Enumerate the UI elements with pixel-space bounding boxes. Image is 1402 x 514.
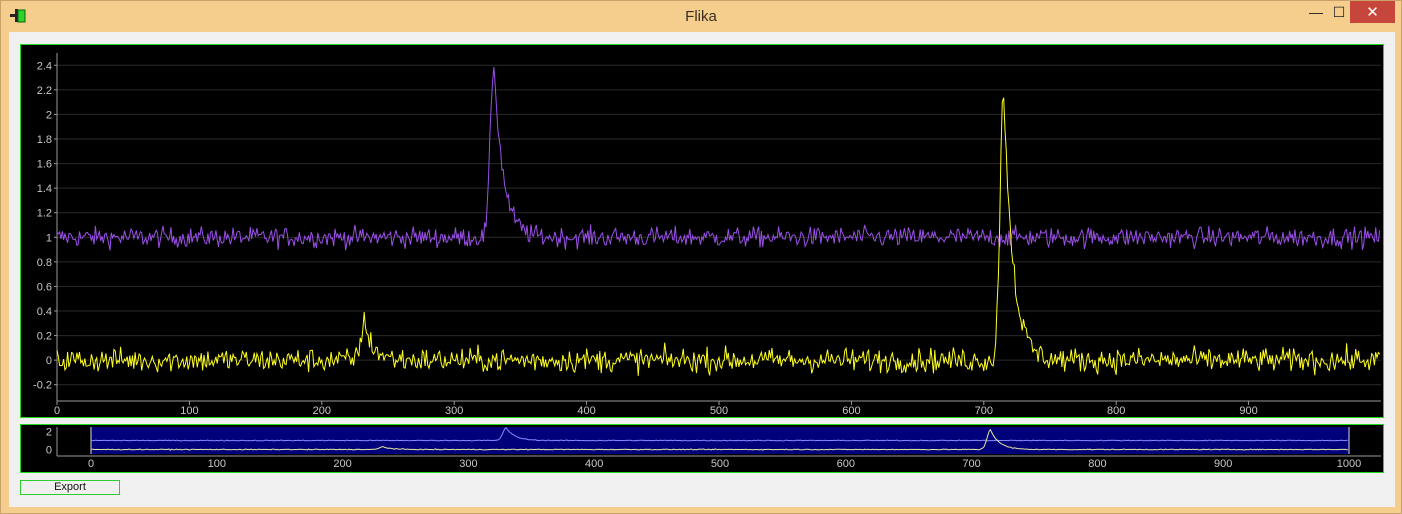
- close-button[interactable]: ✕: [1350, 1, 1395, 23]
- y-tick-label: 0.4: [37, 306, 52, 318]
- overview-x-tick-label: 300: [459, 458, 477, 470]
- overview-x-tick-label: 700: [962, 458, 980, 470]
- overview-trace-2: [91, 428, 1348, 451]
- y-tick-label: 1.4: [37, 183, 52, 195]
- overview-trace-1: [91, 426, 1348, 442]
- y-tick-label: 0.6: [37, 281, 52, 293]
- x-tick-label: 900: [1239, 405, 1257, 417]
- x-tick-label: 300: [445, 405, 463, 417]
- overview-x-tick-label: 500: [711, 458, 729, 470]
- window-title: Flika: [685, 8, 717, 25]
- trace-series-2: [56, 97, 1381, 376]
- minimize-button[interactable]: —: [1309, 4, 1323, 20]
- y-tick-label: 2.2: [37, 85, 52, 97]
- overview-x-tick-label: 400: [585, 458, 603, 470]
- x-tick-label: 800: [1107, 405, 1125, 417]
- y-tick-label: 1.2: [37, 208, 52, 220]
- x-tick-label: 100: [180, 405, 198, 417]
- overview-x-tick-label: 100: [208, 458, 226, 470]
- overview-x-tick-label: 800: [1088, 458, 1106, 470]
- y-tick-label: -0.2: [33, 380, 52, 392]
- trace-series-1: [56, 66, 1381, 251]
- overview-plot[interactable]: 0 2 0 100 200 300 400 500 600 700 800 900 1000: [21, 425, 1383, 472]
- overview-x-tick-label: 600: [837, 458, 855, 470]
- y-tick-label: 1: [46, 232, 52, 244]
- y-tick-label: 1.8: [37, 134, 52, 146]
- overview-x-tick-label: 1000: [1337, 458, 1361, 470]
- title-bar[interactable]: Flika — ☐ ✕: [1, 1, 1401, 32]
- maximize-button[interactable]: ☐: [1332, 3, 1346, 20]
- x-tick-label: 0: [54, 405, 60, 417]
- main-plot-frame[interactable]: -0.2 0 0.2 0.4 0.6 0.8 1 1.2 1.4 1.6 1.8 2 2.2 2.4 0 10…: [20, 44, 1384, 418]
- app-icon: [10, 9, 26, 23]
- overview-y-tick-label: 0: [46, 445, 52, 457]
- x-tick-label: 700: [975, 405, 993, 417]
- x-tick-label: 200: [313, 405, 331, 417]
- export-button[interactable]: Export: [20, 480, 120, 495]
- overview-x-tick-label: 0: [88, 458, 94, 470]
- y-tick-label: 0.2: [37, 331, 52, 343]
- y-tick-label: 2.4: [37, 60, 52, 72]
- y-tick-label: 0: [46, 355, 52, 367]
- main-trace-plot[interactable]: -0.2 0 0.2 0.4 0.6 0.8 1 1.2 1.4 1.6 1.8 2 2.2 2.4 0 10…: [21, 45, 1383, 417]
- y-tick-label: 0.8: [37, 257, 52, 269]
- x-tick-label: 400: [577, 405, 595, 417]
- x-tick-label: 600: [842, 405, 860, 417]
- y-tick-label: 2: [46, 109, 52, 121]
- overview-x-tick-label: 200: [333, 458, 351, 470]
- window-client-area: -0.2 0 0.2 0.4 0.6 0.8 1 1.2 1.4 1.6 1.8 2 2.2 2.4 0 10…: [9, 32, 1395, 507]
- overview-y-tick-label: 2: [46, 427, 52, 439]
- overview-plot-frame[interactable]: 0 2 0 100 200 300 400 500 600 700 800 900 1000: [20, 424, 1384, 473]
- overview-x-tick-label: 900: [1214, 458, 1232, 470]
- x-tick-label: 500: [710, 405, 728, 417]
- y-tick-label: 1.6: [37, 159, 52, 171]
